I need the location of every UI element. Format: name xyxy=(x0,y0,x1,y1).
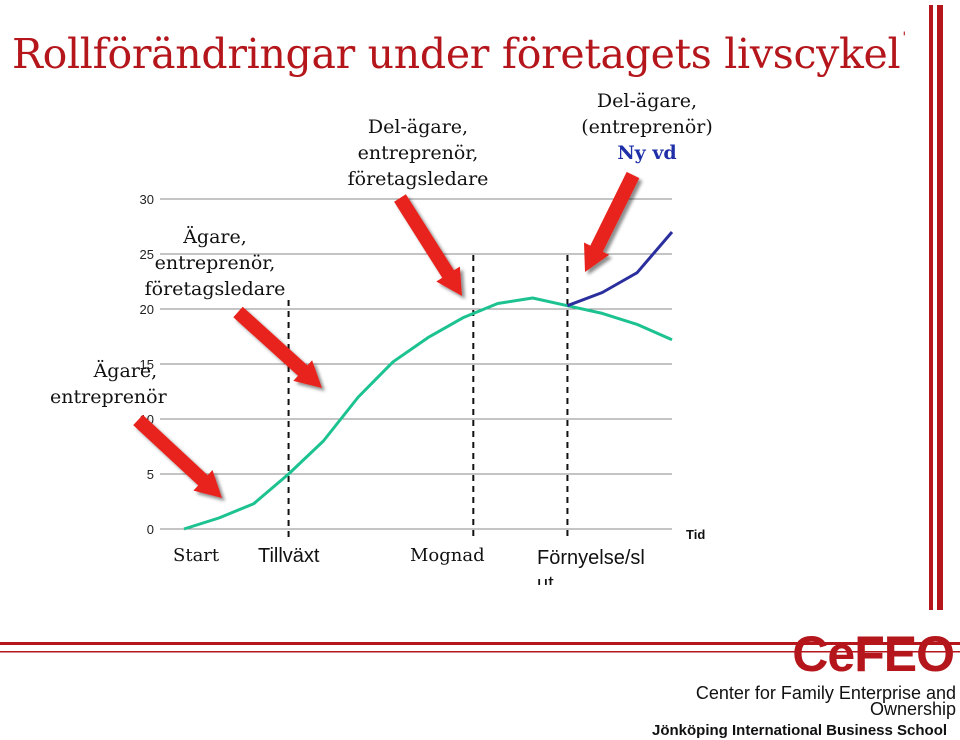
bottom-rule-thin xyxy=(0,651,960,653)
right-edge-bar-thick xyxy=(937,5,943,610)
annotation-new-ceo: Ny vd xyxy=(617,142,677,164)
slide-title: Rollförändringar under företagets livscy… xyxy=(12,30,906,78)
annotation-coowner-entrepreneur-manager: Del-ägare, entreprenör, företagsledare xyxy=(347,116,489,190)
annotation-owner-entrepreneur: Ägare, entreprenör xyxy=(50,360,167,408)
red-arrow xyxy=(584,171,640,272)
phase-dividers xyxy=(287,255,569,539)
chart-series xyxy=(183,231,674,531)
role-arrows xyxy=(133,171,640,498)
phase-growth: Tillväxt xyxy=(258,545,320,567)
bottom-rule xyxy=(0,642,960,645)
phase-maturity: Mognad xyxy=(410,545,485,566)
red-arrow xyxy=(133,414,222,498)
annotation-coowner-entrepreneur: Del-ägare, (entreprenör) Ny vd xyxy=(562,88,732,166)
red-arrow xyxy=(233,306,322,388)
y-tick-label: 30 xyxy=(140,192,154,207)
right-edge-bar xyxy=(929,5,933,610)
annotation-owner-entrepreneur-manager: Ägare, entreprenör, företagsledare xyxy=(144,226,286,300)
series-line xyxy=(183,296,673,531)
y-tick-label: 0 xyxy=(147,522,154,537)
phase-renewal: Förnyelse/sl ut xyxy=(537,547,645,585)
institution-name: Center for Family Enterprise and Ownersh… xyxy=(695,683,956,719)
university-name: Jönköping International Business School xyxy=(652,722,948,739)
y-tick-label: 15 xyxy=(140,357,154,372)
chart-gridlines xyxy=(160,198,672,530)
y-tick-label: 5 xyxy=(147,467,154,482)
y-tick-label: 25 xyxy=(140,247,154,262)
series-line xyxy=(566,231,674,308)
x-axis-label: Tid xyxy=(686,527,705,542)
y-tick-label: 20 xyxy=(140,302,154,317)
phase-start: Start xyxy=(173,545,220,566)
red-arrow xyxy=(394,194,462,296)
brand-logo: CeFEO xyxy=(792,626,955,682)
